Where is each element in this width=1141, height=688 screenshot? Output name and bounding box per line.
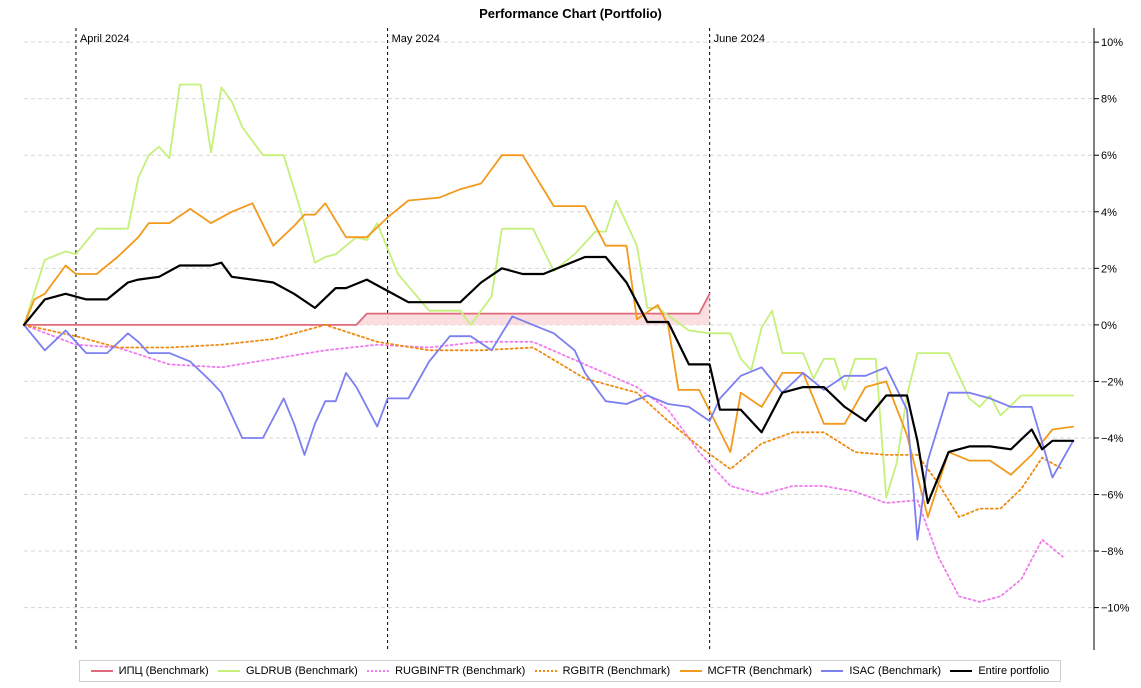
legend-label: Entire portfolio — [978, 665, 1050, 677]
legend-swatch — [821, 670, 844, 672]
legend-swatch — [950, 670, 973, 672]
legend-swatch — [534, 670, 557, 672]
y-tick-label: 0% — [1101, 320, 1117, 332]
series-line-4 — [23, 154, 1075, 518]
series-line-2 — [23, 323, 1064, 603]
legend-item[interactable]: RUGBINFTR (Benchmark) — [367, 665, 525, 677]
series-line-3 — [23, 323, 1064, 518]
y-tick-label: −2% — [1101, 376, 1124, 388]
y-tick-label: −10% — [1101, 603, 1130, 615]
y-tick-label: −8% — [1101, 546, 1124, 558]
legend-item[interactable]: GLDRUB (Benchmark) — [217, 665, 358, 677]
month-label: May 2024 — [392, 33, 440, 45]
chart-title: Performance Chart (Portfolio) — [479, 6, 662, 21]
series-line-1 — [23, 83, 1075, 499]
y-tick-label: 4% — [1101, 207, 1117, 219]
y-tick-label: −6% — [1101, 490, 1124, 502]
legend-item[interactable]: ISAC (Benchmark) — [821, 665, 941, 677]
legend-label: RGBITR (Benchmark) — [562, 665, 671, 677]
legend-label: ИПЦ (Benchmark) — [118, 665, 209, 677]
legend-swatch — [679, 670, 702, 672]
series-line-5 — [23, 315, 1075, 541]
y-tick-label: 8% — [1101, 94, 1117, 106]
month-label: April 2024 — [80, 33, 130, 45]
plot-area: April 2024 May 2024 June 2024 10% 8% 6% 4% 2% 0… — [22, 28, 1130, 650]
legend-label: RUGBINFTR (Benchmark) — [395, 665, 526, 677]
y-tick-label: −4% — [1101, 433, 1124, 445]
grid-lines — [24, 41, 1094, 609]
legend-label: MCFTR (Benchmark) — [707, 665, 813, 677]
legend-item[interactable]: ИПЦ (Benchmark) — [90, 665, 209, 677]
y-tick-label: 6% — [1101, 150, 1117, 162]
y-tick-label: 2% — [1101, 263, 1117, 275]
legend-swatch — [367, 670, 390, 672]
month-markers: April 2024 May 2024 June 2024 — [75, 28, 765, 650]
legend-label: GLDRUB (Benchmark) — [245, 665, 358, 677]
legend-label: ISAC (Benchmark) — [849, 665, 942, 677]
series-fill-0 — [24, 293, 710, 325]
month-label: June 2024 — [714, 33, 765, 45]
y-axis: 10% 8% 6% 4% 2% 0% −2% −4% −6% −8% −10% — [1093, 28, 1130, 650]
legend: ИПЦ (Benchmark) GLDRUB (Benchmark) RUGBINF… — [79, 660, 1061, 682]
series-fill — [24, 293, 710, 325]
legend-item[interactable]: Entire portfolio — [950, 665, 1049, 677]
legend-item[interactable]: RGBITR (Benchmark) — [534, 665, 671, 677]
legend-swatch — [90, 670, 113, 672]
legend-swatch — [217, 670, 240, 672]
legend-item[interactable]: MCFTR (Benchmark) — [679, 665, 813, 677]
y-tick-label: 10% — [1101, 37, 1123, 49]
series-line-6 — [22, 255, 1075, 505]
series-lines — [22, 83, 1075, 603]
